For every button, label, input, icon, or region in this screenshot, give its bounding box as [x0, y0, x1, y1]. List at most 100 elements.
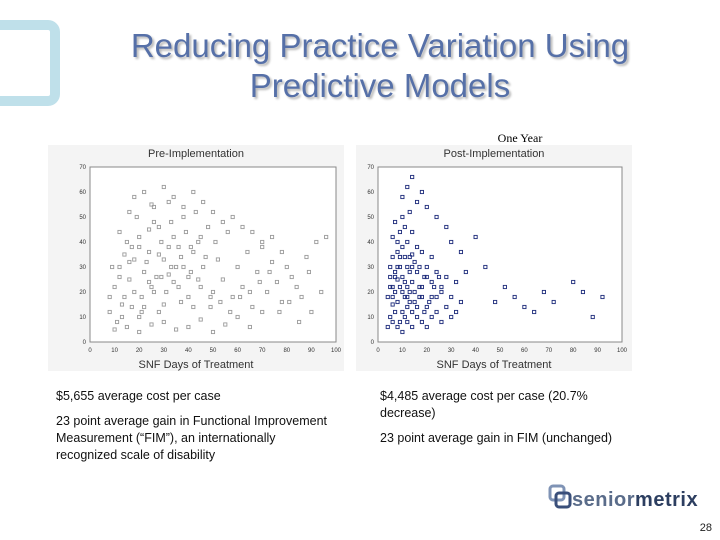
- pre-data-point: [188, 244, 193, 250]
- post-y-tick-label: 0: [371, 340, 375, 346]
- pre-data-point: [235, 264, 240, 270]
- post-data-point: [395, 277, 400, 282]
- pre-data-point: [178, 254, 184, 260]
- pre-x-tick-label: 30: [160, 348, 167, 354]
- pre-data-point: [319, 289, 324, 295]
- pre-data-point: [166, 272, 171, 277]
- pre-data-point: [198, 284, 203, 290]
- post-data-point: [541, 289, 546, 295]
- pre-data-point: [247, 324, 252, 330]
- post-data-point: [405, 319, 410, 325]
- pre-data-point: [134, 214, 139, 220]
- post-data-point: [390, 294, 395, 300]
- pre-data-point: [314, 239, 319, 245]
- pre-chart-xlabel: SNF Days of Treatment: [138, 359, 254, 371]
- post-data-point: [393, 289, 398, 295]
- post-chart-svg: 0 10 20 30 40 50 60 70 80 90 100 0 10 20 30 40 50 60 70: [367, 165, 627, 354]
- post-data-point: [390, 284, 395, 290]
- pre-data-point: [161, 302, 166, 307]
- pre-data-point: [260, 244, 265, 250]
- pre-data-point: [171, 194, 176, 200]
- pre-data-point: [255, 269, 260, 275]
- pre-data-point: [115, 319, 120, 325]
- pre-data-point: [146, 227, 152, 232]
- post-data-point: [400, 194, 405, 200]
- post-data-point: [449, 314, 454, 320]
- pre-data-point: [159, 274, 164, 280]
- post-data-point: [600, 294, 605, 300]
- post-y-tick-label: 70: [367, 165, 374, 171]
- post-data-point: [400, 214, 405, 220]
- post-data-point: [402, 254, 407, 260]
- post-data-point: [395, 239, 400, 245]
- pre-data-point: [176, 284, 181, 290]
- post-data-point: [400, 309, 405, 315]
- pre-data-point: [181, 204, 186, 210]
- post-x-tick-label: 80: [570, 348, 577, 354]
- post-data-point: [429, 314, 434, 320]
- pre-data-point: [279, 299, 284, 305]
- pre-data-point: [186, 294, 191, 300]
- post-data-point: [473, 234, 478, 240]
- post-data-point: [424, 264, 429, 270]
- post-data-point: [407, 209, 412, 215]
- pre-data-point: [137, 329, 142, 335]
- pre-data-point: [306, 269, 311, 275]
- pre-data-point: [129, 244, 134, 250]
- post-cost-caption: $4,485 average cost per case (20.7% decr…: [380, 389, 588, 420]
- pre-data-point: [119, 302, 125, 307]
- pre-data-point: [218, 299, 223, 305]
- pre-data-point: [225, 229, 230, 235]
- post-data-point: [463, 269, 468, 275]
- pre-data-point: [166, 199, 171, 205]
- pre-data-point: [299, 294, 304, 300]
- pre-data-point: [142, 304, 147, 310]
- post-data-point: [395, 264, 400, 270]
- post-data-point: [405, 264, 410, 270]
- pre-data-point: [149, 284, 154, 290]
- pre-data-point: [139, 309, 144, 315]
- post-fim-caption: 23 point average gain in FIM (unchanged): [380, 431, 613, 445]
- pre-data-point: [294, 284, 299, 290]
- post-data-point: [434, 294, 439, 300]
- pre-data-point: [196, 277, 201, 282]
- pre-data-point: [151, 219, 157, 225]
- post-data-point: [393, 274, 398, 280]
- pre-data-point: [265, 289, 270, 295]
- post-y-tick-label: 60: [367, 190, 374, 196]
- pre-data-point: [193, 209, 198, 215]
- pre-data-point: [196, 239, 201, 245]
- pre-y-tick-label: 20: [79, 290, 86, 296]
- pre-data-point: [250, 304, 255, 310]
- pre-data-point: [240, 284, 245, 290]
- pre-data-point: [279, 249, 284, 255]
- post-data-point: [414, 304, 420, 310]
- post-x-tick-label: 20: [423, 348, 430, 354]
- post-data-point: [410, 229, 415, 235]
- one-year-label: One Year: [497, 131, 543, 145]
- post-data-point: [444, 274, 449, 280]
- post-data-point: [400, 274, 405, 280]
- pre-data-point: [191, 249, 196, 255]
- post-data-point: [419, 249, 424, 255]
- pre-data-point: [117, 274, 122, 280]
- post-data-point: [458, 299, 464, 305]
- pre-data-point: [124, 239, 129, 245]
- post-data-point: [410, 264, 415, 270]
- post-data-point: [385, 324, 390, 330]
- pre-data-point: [132, 194, 137, 200]
- pre-data-point: [220, 219, 225, 225]
- pre-data-point: [112, 327, 117, 332]
- pre-data-point: [146, 249, 152, 255]
- post-data-point: [571, 279, 576, 285]
- pre-data-point: [191, 304, 196, 310]
- pre-x-tick-label: 90: [308, 348, 315, 354]
- post-data-point: [395, 249, 400, 255]
- post-data-point: [422, 274, 427, 280]
- pre-data-point: [304, 254, 309, 260]
- pre-data-point: [324, 234, 329, 240]
- post-data-point: [444, 224, 449, 230]
- post-data-point: [402, 294, 407, 300]
- pre-data-point: [166, 244, 171, 250]
- pre-implementation-chart: Pre-Implementation 0 10 20 30 40 50 60 70 80 90 10…: [48, 145, 344, 371]
